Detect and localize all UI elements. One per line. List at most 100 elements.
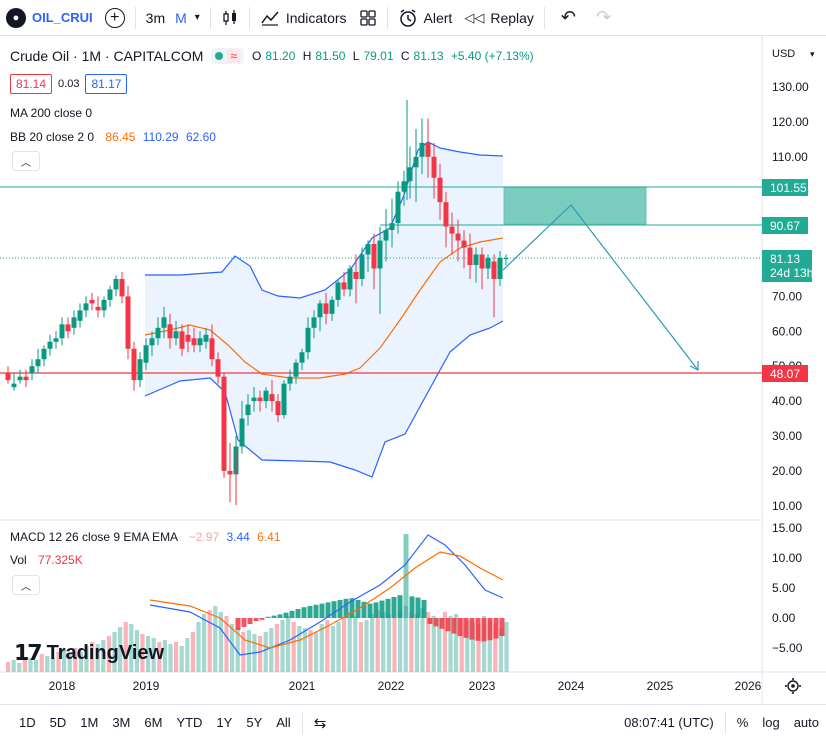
candle-body-44 — [269, 394, 275, 402]
calendar-range-icon: ⇆ — [313, 714, 327, 732]
volume-bar-5 — [34, 660, 39, 672]
price-tick-2[interactable]: 110.00 — [772, 150, 808, 164]
candle-body-60 — [365, 244, 371, 255]
volume-bar-51 — [291, 622, 296, 672]
candle-body-12 — [77, 310, 83, 321]
high-label: H — [302, 49, 312, 63]
chart-type-button[interactable] — [215, 0, 245, 36]
price-tick-7[interactable]: 60.00 — [772, 324, 802, 338]
layouts-button[interactable] — [353, 0, 383, 36]
macd-bar-34 — [439, 618, 445, 629]
volume-bar-23 — [134, 630, 139, 672]
volume-bar-32 — [185, 638, 190, 672]
price-tick-1[interactable]: 120.00 — [772, 115, 809, 129]
range-button-3m[interactable]: 3M — [112, 715, 131, 730]
volume-bar-83 — [470, 622, 475, 672]
price-chart[interactable]: USD ▾ 130.00120.00110.00100.0090.0080.00… — [0, 36, 826, 704]
range-button-1y[interactable]: 1Y — [216, 715, 233, 730]
candle-body-46 — [281, 383, 287, 416]
time-tick-2[interactable]: 2021 — [289, 679, 316, 693]
tradingview-watermark[interactable]: 𝟭𝟳 TradingView — [14, 640, 164, 666]
collapse-legend-button[interactable]: ︿ — [12, 151, 40, 171]
interval-selector[interactable]: 3m M ▾ — [140, 0, 206, 36]
macd-tick-1[interactable]: 10.00 — [772, 551, 802, 565]
range-button-6m[interactable]: 6M — [144, 715, 163, 730]
bb-legend[interactable]: BB 20 close 2 0 86.45 110.29 62.60 — [10, 130, 216, 144]
auto-scale-button[interactable]: auto — [793, 715, 819, 730]
range-button-5y[interactable]: 5Y — [246, 715, 263, 730]
chart-title[interactable]: Crude Oil · 1M · CAPITALCOM — [10, 48, 204, 64]
vol-legend[interactable]: Vol 77.325K — [10, 553, 83, 567]
clock-time[interactable]: 08:07:41 (UTC) — [624, 715, 714, 730]
price-tick-12[interactable]: 10.00 — [772, 499, 802, 513]
low-label: L — [352, 49, 360, 63]
indicators-button[interactable]: Indicators — [254, 0, 353, 36]
volume-bar-26 — [151, 638, 156, 672]
projection-line[interactable] — [502, 204, 699, 371]
range-button-all[interactable]: All — [276, 715, 291, 730]
macd-bar-35 — [445, 618, 451, 632]
range-button-1d[interactable]: 1D — [19, 715, 36, 730]
ma-legend[interactable]: MA 200 close 0 — [10, 106, 92, 120]
macd-tick-2[interactable]: 5.00 — [772, 581, 796, 595]
volume-bar-21 — [123, 622, 128, 672]
buy-button[interactable]: 81.17 — [85, 74, 128, 94]
market-status[interactable]: ≈ — [211, 48, 245, 64]
macd-tick-4[interactable]: −5.00 — [772, 641, 803, 655]
time-tick-1[interactable]: 2019 — [133, 679, 160, 693]
volume-bar-19 — [112, 632, 117, 672]
macd-axis-ticks[interactable]: 15.00 10.00 5.00 0.00 −5.00 — [772, 521, 803, 655]
candle-body-28 — [173, 331, 179, 339]
supply-zone-rect[interactable] — [503, 186, 647, 225]
replay-button[interactable]: ◁◁ Replay — [458, 0, 540, 36]
date-range-button[interactable]: ⇆ — [307, 714, 334, 732]
currency-chevron-icon[interactable]: ▾ — [810, 49, 815, 59]
candle-body-70 — [425, 142, 431, 157]
price-axis-ticks[interactable]: 130.00120.00110.00100.0090.0080.0070.006… — [772, 80, 809, 513]
top-toolbar: ● OIL_CRUI + 3m M ▾ Indicators Alert ◁◁ … — [0, 0, 826, 36]
macd-label: MACD 12 26 close 9 EMA EMA — [10, 530, 178, 544]
price-tick-11[interactable]: 20.00 — [772, 464, 802, 478]
time-tick-6[interactable]: 2025 — [647, 679, 674, 693]
time-tick-4[interactable]: 2023 — [469, 679, 496, 693]
volume-bar-3 — [22, 657, 27, 672]
undo-button[interactable]: ↶ — [555, 0, 582, 36]
currency-label[interactable]: USD — [772, 48, 795, 60]
gear-icon[interactable] — [785, 678, 801, 694]
symbol-search[interactable]: ● OIL_CRUI — [0, 0, 99, 36]
time-tick-0[interactable]: 2018 — [49, 679, 76, 693]
range-button-1m[interactable]: 1M — [80, 715, 99, 730]
chevron-down-icon[interactable]: ▾ — [194, 12, 200, 23]
alert-button[interactable]: Alert — [392, 0, 459, 36]
macd-tick-3[interactable]: 0.00 — [772, 611, 796, 625]
price-tick-0[interactable]: 130.00 — [772, 80, 809, 94]
price-tick-6[interactable]: 70.00 — [772, 289, 802, 303]
range-button-5d[interactable]: 5D — [49, 715, 67, 730]
macd-bar-13 — [313, 604, 319, 618]
time-tick-5[interactable]: 2024 — [558, 679, 585, 693]
macd-bar-30 — [415, 597, 421, 618]
time-tick-3[interactable]: 2022 — [378, 679, 405, 693]
interval-3m[interactable]: 3m — [145, 9, 166, 26]
price-tick-10[interactable]: 30.00 — [772, 429, 802, 443]
price-tick-9[interactable]: 40.00 — [772, 394, 802, 408]
time-tick-7[interactable]: 2026 — [735, 679, 762, 693]
time-axis-ticks[interactable]: 2018 2019 2021 2022 2023 2024 2025 2026 — [49, 679, 762, 693]
macd-legend[interactable]: MACD 12 26 close 9 EMA EMA −2.97 3.44 6.… — [10, 530, 281, 544]
sell-button[interactable]: 81.14 — [10, 74, 53, 94]
macd-bar-4 — [259, 618, 265, 620]
projection-path[interactable] — [502, 204, 699, 371]
macd-tick-0[interactable]: 15.00 — [772, 521, 802, 535]
collapse-macd-legend-button[interactable]: ︿ — [12, 575, 40, 595]
supply-zone[interactable] — [503, 186, 647, 225]
percent-scale-button[interactable]: % — [736, 715, 749, 730]
log-scale-button[interactable]: log — [762, 715, 780, 730]
compare-button[interactable]: + — [99, 0, 131, 36]
ohlc-values: O 81.20 H 81.50 L 79.01 C 81.13 +5.40 (+7.13… — [252, 49, 538, 63]
interval-m[interactable]: M — [175, 9, 187, 26]
redo-button[interactable]: ↷ — [590, 0, 617, 36]
candle-body-9 — [59, 324, 65, 339]
open-value: 81.20 — [265, 49, 296, 63]
range-button-ytd[interactable]: YTD — [176, 715, 203, 730]
volume-bar-82 — [465, 620, 470, 672]
